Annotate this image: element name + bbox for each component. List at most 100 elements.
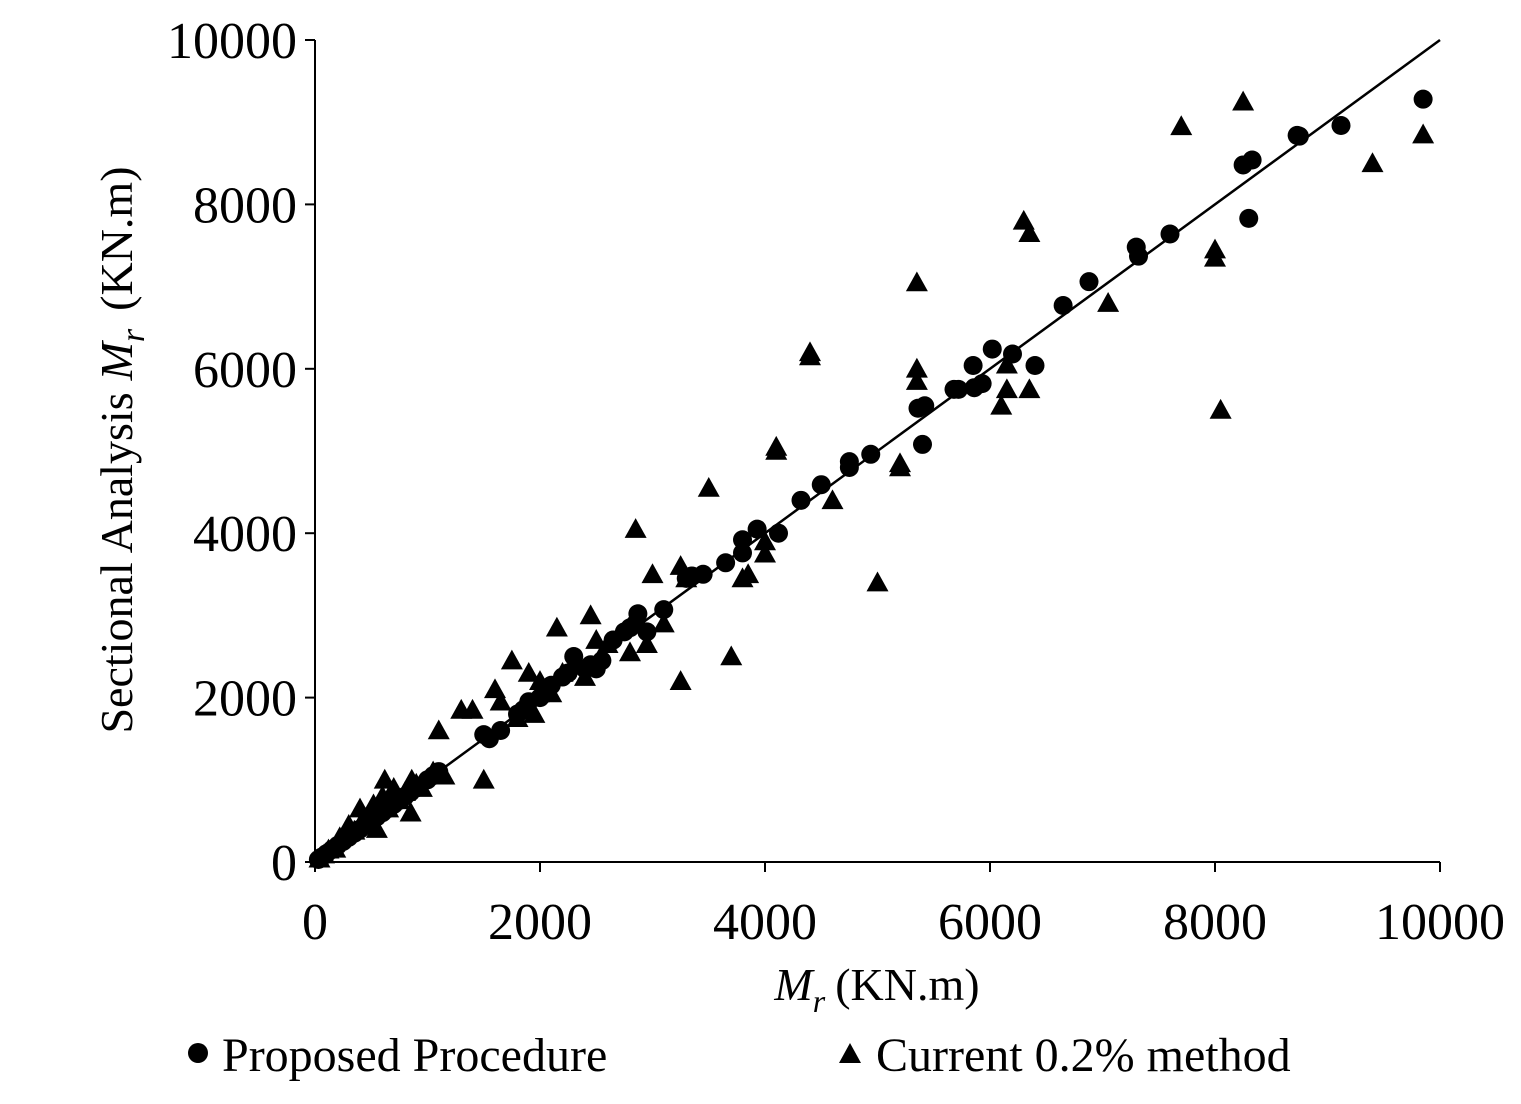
data-point-proposed xyxy=(1025,356,1045,376)
data-point-current xyxy=(905,271,928,292)
data-point-proposed xyxy=(733,543,752,563)
x-tick-label: 2000 xyxy=(488,894,592,951)
legend: Proposed Procedure Current 0.2% method xyxy=(188,1029,1291,1082)
data-point-proposed xyxy=(1053,296,1073,316)
x-tick-label: 10000 xyxy=(1375,894,1505,951)
data-point-current xyxy=(990,394,1013,415)
data-point-proposed xyxy=(429,762,449,782)
data-point-current xyxy=(523,703,546,723)
data-point-proposed xyxy=(592,651,612,671)
data-point-current xyxy=(1209,398,1232,419)
data-point-current xyxy=(1361,152,1384,173)
data-point-proposed xyxy=(861,444,881,464)
data-point-current xyxy=(754,530,776,551)
data-point-proposed xyxy=(1242,150,1262,170)
legend-triangle-marker xyxy=(839,1043,861,1063)
legend-label-current: Current 0.2% method xyxy=(876,1029,1291,1082)
x-tick-label: 4000 xyxy=(713,894,817,951)
data-point-current xyxy=(399,801,422,822)
series-proposed-procedure xyxy=(308,89,1433,870)
y-tick-label: 8000 xyxy=(193,177,297,234)
ticks: 0 2000 4000 6000 8000 10000 0 2000 4000 6000 8000 1… xyxy=(167,13,1505,951)
data-point-current xyxy=(635,633,658,653)
data-point-current xyxy=(754,542,776,563)
y-tick-label: 0 xyxy=(271,835,297,892)
data-point-proposed xyxy=(628,604,648,624)
data-point-proposed xyxy=(1413,89,1433,109)
data-point-current xyxy=(697,476,720,497)
data-point-proposed xyxy=(915,396,935,416)
data-point-current xyxy=(472,768,495,789)
data-point-current xyxy=(799,345,821,366)
data-point-current xyxy=(1170,115,1193,136)
data-point-proposed xyxy=(1289,126,1309,146)
data-point-proposed xyxy=(564,647,584,666)
data-point-proposed xyxy=(982,339,1002,359)
data-point-current xyxy=(461,698,484,719)
x-axis-label-subscript: r xyxy=(813,983,826,1019)
data-point-current xyxy=(427,719,450,740)
data-point-current xyxy=(821,489,844,510)
data-point-current xyxy=(720,645,743,666)
x-axis-label: Mr (KN.m) xyxy=(773,959,979,1019)
data-point-current xyxy=(652,612,675,633)
data-point-current xyxy=(737,563,760,584)
data-point-current xyxy=(1204,238,1226,259)
y-axis-label: Sectional Analysis Mr (KN.m) xyxy=(91,166,152,733)
data-point-current xyxy=(905,370,928,390)
y-tick-label: 2000 xyxy=(193,671,297,728)
data-point-current xyxy=(765,435,788,456)
axes xyxy=(314,40,1440,863)
legend-circle-marker xyxy=(188,1043,208,1063)
data-point-proposed xyxy=(747,519,767,539)
data-point-proposed xyxy=(637,622,657,642)
data-point-proposed xyxy=(963,356,983,376)
data-point-proposed xyxy=(913,434,932,454)
data-point-proposed xyxy=(972,374,992,394)
data-point-current xyxy=(1232,90,1255,111)
data-point-current xyxy=(619,641,641,662)
data-point-proposed xyxy=(654,600,674,620)
x-tick-label: 0 xyxy=(302,894,328,951)
data-point-current xyxy=(500,649,523,670)
y-tick-label: 6000 xyxy=(193,342,297,399)
y-axis-label-symbol: M xyxy=(91,339,142,381)
data-point-current xyxy=(579,604,602,625)
x-tick-label: 8000 xyxy=(1163,894,1267,951)
data-point-current xyxy=(995,353,1018,374)
data-point-current xyxy=(905,357,928,378)
data-point-proposed xyxy=(1160,224,1180,244)
data-point-current xyxy=(641,563,664,584)
data-point-proposed xyxy=(733,530,752,550)
y-tick-label: 10000 xyxy=(167,13,297,70)
data-point-proposed xyxy=(558,663,578,683)
series-current-method xyxy=(308,90,1435,868)
data-point-proposed xyxy=(1331,115,1351,135)
data-point-current xyxy=(1018,378,1041,399)
legend-label-proposed: Proposed Procedure xyxy=(222,1029,607,1082)
data-point-current xyxy=(866,571,889,592)
data-point-proposed xyxy=(716,553,736,573)
data-point-current xyxy=(545,616,568,637)
data-point-current xyxy=(489,690,512,711)
data-point-current xyxy=(889,456,911,477)
data-point-current xyxy=(517,661,540,682)
data-point-proposed xyxy=(693,564,713,584)
data-point-current xyxy=(624,518,647,538)
data-point-proposed xyxy=(1003,344,1022,364)
y-tick-label: 4000 xyxy=(193,506,297,563)
data-point-proposed xyxy=(769,523,788,543)
data-point-proposed xyxy=(1239,208,1259,228)
x-axis-label-symbol: M xyxy=(773,959,815,1010)
y-axis-label-subscript: r xyxy=(115,328,152,342)
data-point-current xyxy=(995,378,1018,399)
data-point-proposed xyxy=(791,490,811,510)
data-point-proposed xyxy=(949,379,968,399)
data-point-proposed xyxy=(839,452,859,472)
data-point-proposed xyxy=(1129,246,1148,266)
x-axis-label-unit: (KN.m) xyxy=(835,959,979,1010)
x-tick-label: 6000 xyxy=(938,894,1042,951)
data-point-current xyxy=(669,670,692,690)
data-point-proposed xyxy=(811,475,831,495)
